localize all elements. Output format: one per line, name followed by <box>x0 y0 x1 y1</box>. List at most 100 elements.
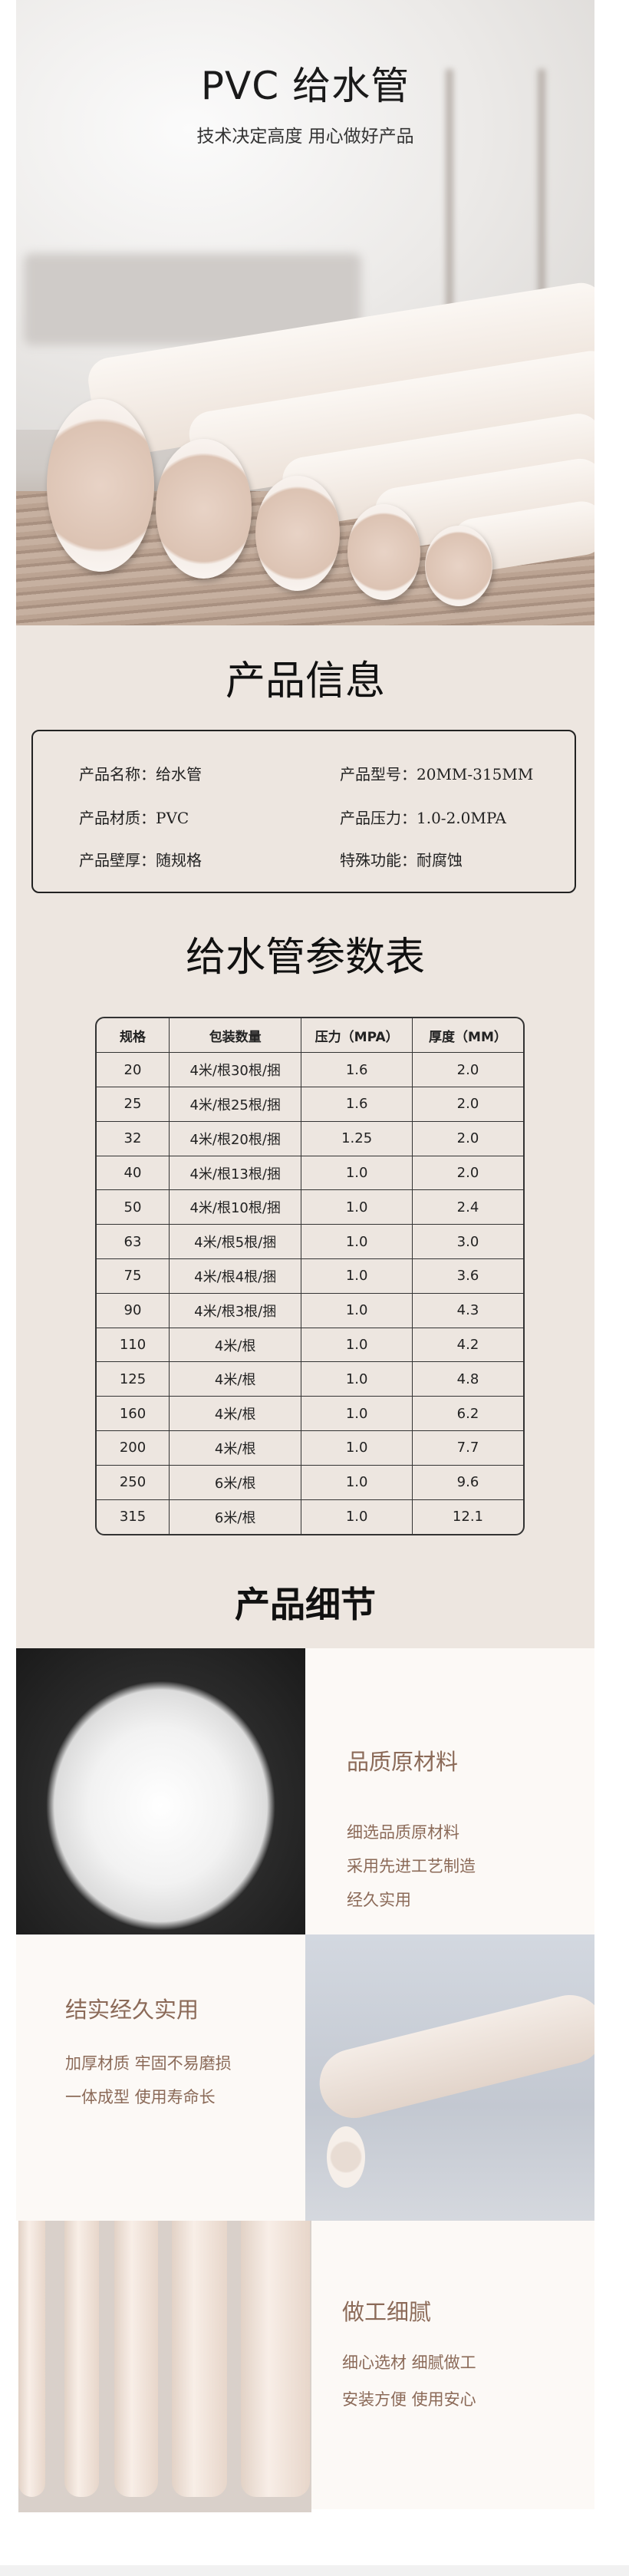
info-value: 耐腐蚀 <box>417 851 463 869</box>
info-label: 产品名称： <box>79 765 156 783</box>
table-cell: 250 <box>97 1464 170 1500</box>
table-row: 63 4米/根5根/捆 1.0 3.0 <box>97 1224 523 1260</box>
nested-pipes-image <box>305 1934 594 2221</box>
table-cell: 4米/根 <box>169 1327 302 1363</box>
info-item-model: 产品型号：20MM-315MM <box>340 762 533 784</box>
info-label: 产品材质： <box>79 809 156 827</box>
table-cell: 1.6 <box>301 1052 413 1088</box>
pipe-shape <box>312 1987 594 2126</box>
table-cell: 1.0 <box>301 1430 413 1466</box>
table-cell: 2.0 <box>411 1052 523 1088</box>
pipe-shape <box>64 2221 99 2497</box>
table-row: 200 4米/根 1.0 7.7 <box>97 1430 523 1466</box>
detail-block-durable: 结实经久实用 加厚材质 牢固不易磨损 一体成型 使用寿命长 <box>16 1934 594 2221</box>
pipe-shape <box>18 2221 45 2497</box>
info-value: 随规格 <box>156 851 202 869</box>
table-cell: 2.0 <box>411 1120 523 1156</box>
table-row: 20 4米/根30根/捆 1.6 2.0 <box>97 1052 523 1088</box>
table-cell: 4米/根3根/捆 <box>169 1292 302 1328</box>
table-row: 110 4米/根 1.0 4.2 <box>97 1327 523 1363</box>
pipe-end <box>156 439 252 579</box>
detail-title: 做工细腻 <box>342 2299 432 2325</box>
table-cell: 9.6 <box>411 1464 523 1500</box>
pipe-shape <box>241 2221 310 2497</box>
table-cell: 1.0 <box>301 1224 413 1260</box>
column-header: 包装数量 <box>169 1018 302 1054</box>
table-cell: 4.8 <box>411 1361 523 1397</box>
table-row: 90 4米/根3根/捆 1.0 4.3 <box>97 1292 523 1328</box>
table-cell: 1.0 <box>301 1258 413 1294</box>
table-cell: 4.2 <box>411 1327 523 1363</box>
table-cell: 1.0 <box>301 1464 413 1500</box>
detail-line: 一体成型 使用寿命长 <box>65 2088 216 2106</box>
table-cell: 4米/根20根/捆 <box>169 1120 302 1156</box>
table-cell: 12.1 <box>411 1499 523 1534</box>
table-cell: 4米/根 <box>169 1361 302 1397</box>
table-cell: 6米/根 <box>169 1499 302 1534</box>
detail-line: 采用先进工艺制造 <box>347 1857 476 1875</box>
table-cell: 63 <box>97 1224 170 1260</box>
column-header: 压力（MPA） <box>301 1018 413 1054</box>
info-item-feature: 特殊功能：耐腐蚀 <box>340 848 463 870</box>
product-info-heading: 产品信息 <box>225 658 385 704</box>
table-cell: 90 <box>97 1292 170 1328</box>
table-cell: 50 <box>97 1189 170 1225</box>
table-row: 75 4米/根4根/捆 1.0 3.6 <box>97 1258 523 1294</box>
detail-line: 细心选材 细腻做工 <box>342 2353 476 2372</box>
table-cell: 2.4 <box>411 1189 523 1225</box>
pipe-end <box>47 399 154 572</box>
pipe-end <box>347 504 420 600</box>
info-item-material: 产品材质：PVC <box>79 806 189 828</box>
detail-block-craft: 做工细腻 细心选材 细腻做工 安装方便 使用安心 <box>16 2221 594 2512</box>
info-value: 20MM-315MM <box>417 765 534 783</box>
table-cell: 1.0 <box>301 1327 413 1363</box>
detail-title: 结实经久实用 <box>65 1997 199 2023</box>
pipe-end <box>255 476 340 591</box>
table-cell: 4米/根 <box>169 1396 302 1432</box>
product-info-section: 产品信息 产品名称：给水管 产品型号：20MM-315MM 产品材质：PVC 产… <box>16 625 594 1648</box>
table-cell: 315 <box>97 1499 170 1534</box>
detail-block-material: 品质原材料 细选品质原材料 采用先进工艺制造 经久实用 <box>16 1648 594 1934</box>
table-cell: 1.0 <box>301 1396 413 1432</box>
detail-line: 经久实用 <box>347 1891 411 1909</box>
table-row: 50 4米/根10根/捆 1.0 2.4 <box>97 1189 523 1225</box>
info-value: 给水管 <box>156 765 202 783</box>
table-cell: 25 <box>97 1087 170 1122</box>
info-value: PVC <box>156 809 189 827</box>
detail-text-panel: 做工细腻 细心选材 细腻做工 安装方便 使用安心 <box>311 2221 594 2509</box>
detail-text-panel: 品质原材料 细选品质原材料 采用先进工艺制造 经久实用 <box>305 1648 594 1934</box>
product-info-box: 产品名称：给水管 产品型号：20MM-315MM 产品材质：PVC 产品压力：1… <box>31 730 576 893</box>
hero-title: PVC 给水管 <box>200 64 410 108</box>
table-cell: 2.0 <box>411 1087 523 1122</box>
table-cell: 6.2 <box>411 1396 523 1432</box>
table-cell: 75 <box>97 1258 170 1294</box>
pipe-end <box>327 2126 365 2188</box>
detail-line: 加厚材质 牢固不易磨损 <box>65 2054 232 2073</box>
detail-line: 安装方便 使用安心 <box>342 2390 476 2409</box>
table-row: 315 6米/根 1.0 12.1 <box>97 1499 523 1534</box>
table-cell: 1.25 <box>301 1120 413 1156</box>
table-row: 32 4米/根20根/捆 1.25 2.0 <box>97 1120 523 1156</box>
vertical-pipes-image <box>18 2221 311 2512</box>
table-row: 40 4米/根13根/捆 1.0 2.0 <box>97 1155 523 1191</box>
params-table: 规格 包装数量 压力（MPA） 厚度（MM） 20 4米/根30根/捆 1.6 2.0… <box>95 1017 525 1535</box>
hero-subtitle: 技术决定高度 用心做好产品 <box>196 127 414 147</box>
table-cell: 1.0 <box>301 1292 413 1328</box>
pipe-end <box>425 526 492 606</box>
detail-title: 品质原材料 <box>347 1749 459 1775</box>
pipe-shape <box>172 2221 227 2497</box>
params-heading: 给水管参数表 <box>185 935 425 981</box>
table-row: 250 6米/根 1.0 9.6 <box>97 1464 523 1500</box>
table-cell: 200 <box>97 1430 170 1466</box>
info-label: 产品压力： <box>340 809 417 827</box>
table-cell: 4.3 <box>411 1292 523 1328</box>
pellets-image <box>16 1648 305 1934</box>
hero-banner: PVC 给水管 技术决定高度 用心做好产品 <box>16 0 594 625</box>
column-header: 规格 <box>97 1018 170 1054</box>
info-label: 产品型号： <box>340 765 417 783</box>
table-cell: 4米/根25根/捆 <box>169 1087 302 1122</box>
pipe-shape <box>114 2221 158 2497</box>
table-cell: 4米/根 <box>169 1430 302 1466</box>
table-cell: 1.0 <box>301 1155 413 1191</box>
table-cell: 1.0 <box>301 1499 413 1534</box>
